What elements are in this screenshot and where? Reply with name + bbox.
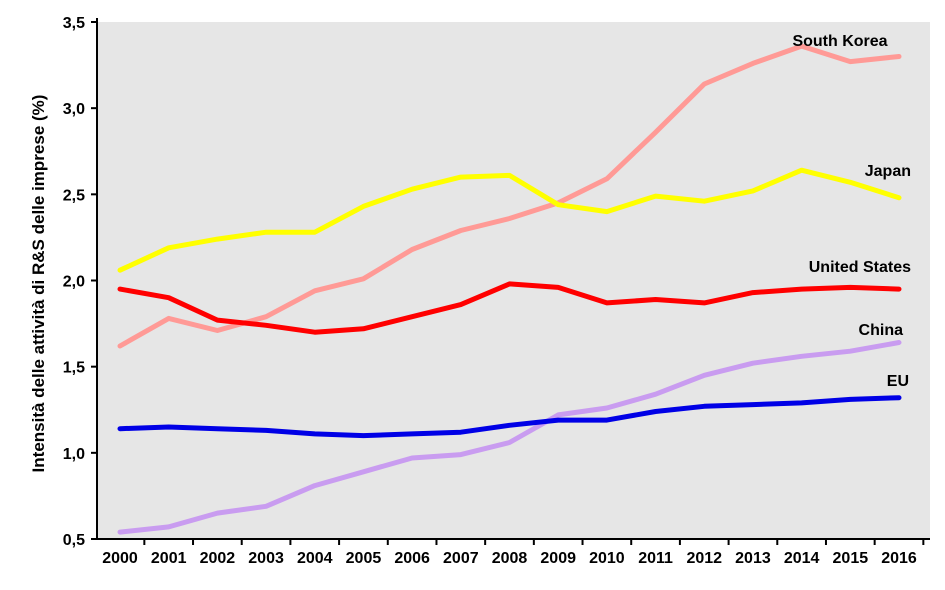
y-tick-label: 2,0 bbox=[63, 274, 85, 291]
series-label-china: China bbox=[859, 322, 904, 339]
series-line-united-states bbox=[117, 281, 902, 335]
series-label-united-states: United States bbox=[809, 259, 911, 276]
y-axis-title: Intensità delle attività di R&S delle im… bbox=[29, 95, 48, 473]
x-tick-label: 2012 bbox=[686, 550, 722, 567]
series-label-eu: EU bbox=[887, 373, 909, 390]
x-tick-label: 2005 bbox=[346, 550, 382, 567]
ticks-layer: 0,5 1,0 1,5 2,0 2,5 3,0 3,5 2000 2001 2002 2003 200… bbox=[63, 15, 925, 567]
plot-background bbox=[97, 22, 930, 539]
series-line-eu bbox=[117, 395, 902, 439]
y-tick-label: 1,5 bbox=[63, 360, 85, 377]
y-tick-label: 1,0 bbox=[63, 446, 85, 463]
x-tick-label: 2006 bbox=[394, 550, 430, 567]
x-tick-label: 2004 bbox=[297, 550, 333, 567]
y-tick-label: 2,5 bbox=[63, 187, 85, 204]
x-tick-label: 2000 bbox=[102, 550, 138, 567]
x-tick-label: 2009 bbox=[540, 550, 576, 567]
x-tick-label: 2001 bbox=[151, 550, 187, 567]
series-layer bbox=[117, 43, 902, 535]
x-tick-label: 2015 bbox=[833, 550, 869, 567]
series-line-china bbox=[117, 340, 902, 535]
series-label-south-korea: South Korea bbox=[792, 33, 887, 50]
x-tick-label: 2008 bbox=[492, 550, 528, 567]
series-labels-layer: South Korea Japan United States China EU bbox=[792, 33, 911, 390]
x-tick-label: 2010 bbox=[589, 550, 625, 567]
x-tick-label: 2002 bbox=[200, 550, 236, 567]
x-tick-label: 2011 bbox=[638, 550, 673, 567]
x-tick-label: 2007 bbox=[443, 550, 479, 567]
x-tick-label: 2014 bbox=[784, 550, 820, 567]
y-tick-label: 3,0 bbox=[63, 101, 85, 118]
y-tick-label: 3,5 bbox=[63, 15, 85, 32]
x-tick-label: 2016 bbox=[881, 550, 917, 567]
y-tick-label: 0,5 bbox=[63, 532, 85, 549]
series-line-japan bbox=[117, 167, 902, 273]
x-tick-label: 2003 bbox=[248, 550, 284, 567]
x-tick-label: 2013 bbox=[735, 550, 771, 567]
series-label-japan: Japan bbox=[865, 163, 911, 180]
